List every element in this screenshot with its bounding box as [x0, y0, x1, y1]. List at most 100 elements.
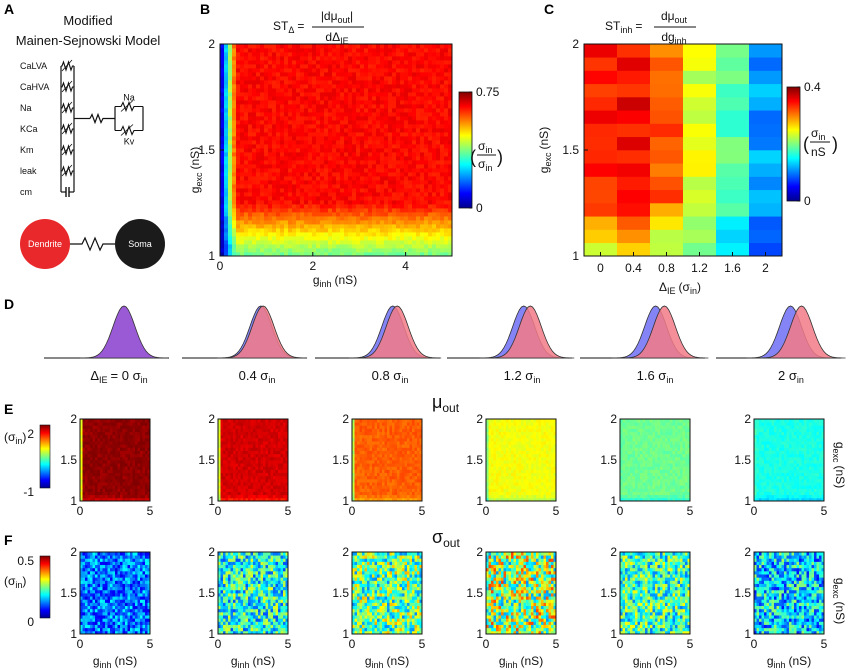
- heatmap-b-cell: [416, 232, 421, 237]
- small-heatmap-cell: [275, 463, 279, 467]
- heatmap-b-cell: [408, 188, 413, 193]
- small-heatmap-cell: [235, 485, 239, 489]
- heatmap-b-cell: [384, 48, 389, 53]
- heatmap-b-cell: [236, 116, 241, 121]
- small-heatmap-cell: [250, 425, 254, 429]
- heatmap-b-cell: [436, 92, 441, 97]
- small-heatmap-cell: [268, 494, 271, 499]
- heatmap-b-cell: [344, 156, 349, 161]
- heatmap-b-cell: [232, 104, 237, 109]
- heatmap-b-cell: [408, 80, 413, 85]
- heatmap-b-cell: [232, 240, 237, 245]
- heatmap-b-cell: [396, 248, 401, 253]
- heatmap-c-cell: [716, 136, 750, 151]
- heatmap-b-cell: [228, 232, 233, 237]
- small-heatmap-cell: [140, 431, 143, 436]
- heatmap-b-cell: [332, 96, 337, 101]
- heatmap-b-cell: [328, 104, 333, 109]
- small-heatmap-cell: [235, 469, 239, 474]
- heatmap-b-cell: [420, 184, 425, 189]
- small-heatmap-cell: [280, 482, 284, 486]
- small-heatmap-cell: [127, 447, 131, 451]
- small-heatmap-cell: [240, 450, 244, 455]
- heatmap-b-cell: [412, 144, 417, 149]
- heatmap-b-cell: [444, 212, 449, 217]
- small-heatmap-cell: [278, 422, 281, 426]
- heatmap-b-cell: [240, 140, 245, 145]
- small-heatmap-cell: [245, 419, 249, 423]
- heatmap-b-cell: [404, 152, 409, 157]
- heatmap-b-cell: [364, 136, 369, 141]
- heatmap-b-cell: [292, 204, 297, 209]
- small-heatmap-cell: [130, 488, 133, 492]
- small-heatmap-cell: [265, 463, 269, 467]
- heatmap-b-cell: [336, 56, 341, 61]
- heatmap-b-cell: [268, 140, 273, 145]
- small-heatmap-cell: [263, 485, 266, 489]
- heatmap-c-cell: [749, 83, 783, 98]
- heatmap-b-cell: [380, 76, 385, 81]
- heatmap-b-cell: [276, 252, 281, 257]
- small-heatmap-cell: [275, 450, 279, 455]
- title-c-num-sub: out: [675, 15, 688, 25]
- heatmap-b-cell: [272, 232, 277, 237]
- heatmap-b-cell: [424, 208, 429, 213]
- heatmap-b-cell: [348, 228, 353, 233]
- heatmap-b-cell: [328, 60, 333, 65]
- heatmap-b-cell: [308, 48, 313, 53]
- small-heatmap-cell: [258, 434, 261, 439]
- small-heatmap-cell: [90, 463, 93, 467]
- heatmap-b-cell: [384, 172, 389, 177]
- small-heatmap-cell: [95, 460, 98, 464]
- small-heatmap-cell: [135, 419, 138, 423]
- small-heatmap-cell: [354, 485, 358, 489]
- heatmap-b-cell: [352, 96, 357, 101]
- heatmap-b-cell: [412, 168, 417, 173]
- heatmap-b-cell: [220, 164, 225, 169]
- heatmap-b-cell: [380, 148, 385, 153]
- heatmap-b-cell: [228, 44, 233, 49]
- heatmap-b-cell: [296, 148, 301, 153]
- heatmap-b-cell: [240, 192, 245, 197]
- heatmap-b-cell: [388, 192, 393, 197]
- distribution-excitatory: [757, 305, 846, 359]
- heatmap-c-cell: [749, 97, 783, 111]
- heatmap-b-cell: [232, 48, 237, 53]
- heatmap-c-cell: [749, 57, 783, 71]
- heatmap-b-cell: [292, 132, 297, 137]
- small-heatmap-cell: [265, 441, 269, 445]
- heatmap-b-cell: [272, 216, 277, 221]
- small-heatmap-cell: [115, 482, 118, 486]
- heatmap-b-cell: [332, 228, 337, 233]
- small-heatmap-cell: [243, 441, 246, 445]
- heatmap-b-cell: [364, 244, 369, 249]
- heatmap-b-cell: [360, 136, 365, 141]
- heatmap-b-cell: [308, 96, 313, 101]
- small-heatmap-cell: [240, 472, 244, 477]
- small-heatmap-cell: [260, 441, 264, 445]
- title-b-sub: Δ: [288, 25, 294, 35]
- heatmap-b-cell: [328, 68, 333, 73]
- small-heatmap-cell: [112, 460, 116, 464]
- heatmap-b-cell: [252, 152, 257, 157]
- small-heatmap-cell: [117, 491, 121, 496]
- heatmap-b-cell: [368, 252, 373, 257]
- small-heatmap-cell: [218, 444, 221, 448]
- heatmap-b-cell: [280, 172, 285, 177]
- small-heatmap-cell: [280, 460, 284, 464]
- small-heatmap-cell: [230, 469, 234, 474]
- distribution-pair: 1.6 σin: [580, 305, 709, 385]
- small-heatmap-cell: [270, 453, 274, 458]
- small-heatmap-cell: [95, 478, 98, 483]
- heatmap-b-cell: [396, 172, 401, 177]
- small-heatmap-cell: [280, 419, 284, 423]
- small-heatmap-cell: [92, 422, 96, 426]
- small-heatmap-cell: [238, 478, 241, 483]
- heatmap-b-cell: [320, 240, 325, 245]
- small-heatmap-cell: [117, 478, 121, 483]
- heatmap-b-cell: [324, 144, 329, 149]
- small-heatmap-cell: [145, 491, 148, 496]
- heatmap-b-cell: [288, 124, 293, 129]
- heatmap-b-cell: [260, 44, 265, 49]
- xlabel-c-close: ): [697, 280, 701, 294]
